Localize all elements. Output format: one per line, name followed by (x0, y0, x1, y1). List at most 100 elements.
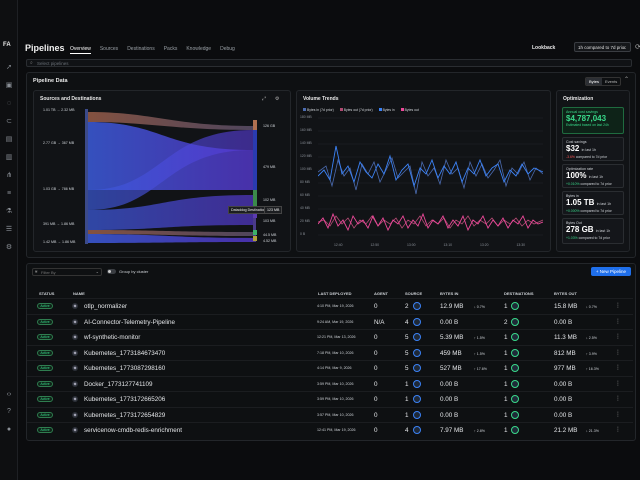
rocket-icon[interactable]: ➚ (6, 64, 12, 71)
legend-item[interactable]: Bytes out (7d prior) (340, 108, 373, 112)
pipeline-name[interactable]: Kubernetes_1773172654829 (84, 411, 166, 419)
pipeline-name[interactable]: Kubernetes_1773172665206 (84, 396, 166, 403)
pipeline-name[interactable]: Docker_1773127741109 (84, 380, 153, 388)
sankey-flow[interactable] (88, 130, 253, 210)
col-status[interactable]: STATUS (39, 291, 55, 296)
destination-icon[interactable] (511, 426, 519, 434)
table-row[interactable]: Active ◆ Kubernetes_1773087298160 4:14 P… (27, 360, 633, 375)
col-bytes-in[interactable]: BYTES IN (440, 291, 459, 296)
col-bytes-out[interactable]: BYTES OUT (554, 291, 577, 296)
toggle-events[interactable]: Events (605, 79, 618, 84)
row-menu-icon[interactable]: ⋮ (615, 380, 621, 387)
settings-icon[interactable]: ⚙ (275, 96, 280, 102)
help-icon[interactable]: ? (7, 407, 11, 415)
refresh-icon[interactable]: ⟳ (635, 44, 640, 51)
pipeline-name[interactable]: wf-synthetic-monitor (84, 334, 141, 341)
row-menu-icon[interactable]: ⋮ (615, 349, 621, 356)
gear-icon[interactable]: ⚙ (5, 244, 13, 251)
plug-icon[interactable]: ⊂ (6, 118, 12, 125)
tab-destinations[interactable]: Destinations (127, 46, 155, 52)
source-icon[interactable] (413, 426, 421, 434)
destination-icon[interactable] (511, 348, 519, 357)
source-icon[interactable] (413, 333, 421, 341)
table-row[interactable]: Active ◆ Kubernetes_1773172665206 3:59 P… (27, 391, 633, 406)
pipeline-name[interactable]: Kubernetes_1773184673470 (84, 349, 166, 357)
app-logo[interactable]: FA (3, 42, 11, 48)
destination-icon[interactable] (511, 364, 519, 372)
sankey-flow[interactable] (88, 195, 253, 230)
expand-code-icon[interactable]: ‹› (6, 390, 12, 398)
tab-packs[interactable]: Packs (163, 46, 178, 52)
destination-icon[interactable] (511, 302, 519, 310)
source-icon[interactable] (413, 410, 421, 419)
row-menu-icon[interactable]: ⋮ (615, 303, 621, 309)
code-icon[interactable]: ▤ (5, 136, 13, 143)
tab-overview[interactable]: Overview (70, 46, 91, 54)
source-icon[interactable] (413, 379, 421, 388)
col-destinations[interactable]: DESTINATIONS (504, 291, 534, 296)
row-menu-icon[interactable]: ⋮ (615, 427, 621, 433)
group-by-cluster-toggle[interactable] (107, 269, 116, 274)
y-tick-label: 60 MB (300, 193, 310, 197)
chart-icon[interactable]: ▥ (5, 154, 13, 161)
row-menu-icon[interactable]: ⋮ (615, 365, 621, 371)
destination-icon[interactable] (511, 379, 519, 388)
table-row[interactable]: Active ◆ Kubernetes_1773172654829 3:57 P… (27, 406, 633, 422)
table-row[interactable]: Active ◆ Kubernetes_1773184673470 7:18 P… (27, 344, 633, 360)
destination-icon[interactable] (511, 395, 519, 403)
tab-knowledge[interactable]: Knowledge (186, 46, 212, 52)
sankey-flow[interactable] (88, 112, 253, 130)
tab-debug[interactable]: Debug (220, 46, 235, 52)
cost-savings-value: $32 (566, 144, 580, 153)
source-icon[interactable] (413, 317, 421, 326)
table-row[interactable]: Active ◆ wf-synthetic-monitor 12:21 PM, … (27, 329, 633, 344)
table-row[interactable]: Active ◆ Docker_1773127741109 3:59 PM, M… (27, 375, 633, 391)
destination-icon[interactable] (511, 333, 519, 341)
pipeline-name[interactable]: AI-Connector-Telemetry-Pipeline (84, 318, 175, 326)
table-row[interactable]: Active ◆ otlp_normalizer 4:10 PM, Mar 19… (27, 298, 633, 313)
col-source[interactable]: SOURCE (405, 291, 423, 296)
table-row[interactable]: Active ◆ AI-Connector-Telemetry-Pipeline… (27, 313, 633, 329)
new-pipeline-button[interactable]: + New Pipeline (591, 267, 631, 276)
pipelines-icon[interactable]: ▣ (5, 82, 13, 89)
flask-icon[interactable]: ⚗ (5, 208, 13, 215)
legend-item[interactable]: Bytes in (379, 108, 395, 112)
avatar[interactable]: ● (6, 425, 12, 433)
bulb-icon[interactable]: ◌ (6, 99, 12, 107)
sankey-flow[interactable] (88, 230, 253, 236)
destination-icon[interactable] (511, 317, 519, 326)
list-icon[interactable]: ☰ (5, 226, 13, 233)
col-agent[interactable]: AGENT (374, 291, 388, 296)
bytes-out-value: 0.00 B (554, 396, 573, 403)
bytes-out-delta: ↓ 0.7% (586, 305, 597, 309)
source-icon[interactable] (413, 302, 421, 310)
row-menu-icon[interactable]: ⋮ (615, 318, 621, 325)
pipeline-name[interactable]: servicenow-cmdb-redis-enrichment (84, 427, 182, 434)
table-row[interactable]: Active ◆ servicenow-cmdb-redis-enrichmen… (27, 422, 633, 437)
row-menu-icon[interactable]: ⋮ (615, 334, 621, 340)
lookback-select[interactable]: 1h compared to 7d prior ⌄ (574, 42, 631, 52)
lookback-value: 1h compared to 7d prior (578, 45, 626, 50)
tab-sources[interactable]: Sources (99, 46, 119, 52)
legend-item[interactable]: Bytes in (7d prior) (303, 108, 334, 112)
route-icon[interactable]: ⋔ (6, 172, 12, 179)
row-menu-icon[interactable]: ⋮ (615, 411, 621, 418)
expand-icon[interactable]: ⤢ (262, 96, 267, 102)
sankey-flow[interactable] (88, 234, 253, 243)
collapse-icon[interactable]: ⌃ (624, 77, 630, 83)
source-icon[interactable] (413, 348, 421, 357)
filter-icon[interactable]: ≡ (6, 189, 12, 197)
row-menu-icon[interactable]: ⋮ (615, 396, 621, 402)
pipeline-search-input[interactable]: ⌕ Select pipelines (26, 59, 632, 67)
pipeline-name[interactable]: otlp_normalizer (84, 303, 128, 310)
source-icon[interactable] (413, 364, 421, 372)
pipeline-name[interactable]: Kubernetes_1773087298160 (84, 365, 166, 372)
destination-icon[interactable] (511, 410, 519, 419)
col-last-deployed[interactable]: LAST DEPLOYED (318, 291, 352, 296)
col-name[interactable]: NAME (73, 291, 85, 296)
filter-by-select[interactable]: ⩸ Filter By ⌄ (32, 268, 102, 276)
legend-item[interactable]: Bytes out (401, 108, 419, 112)
toggle-bytes[interactable]: Bytes (586, 78, 603, 85)
last-deployed: 3:59 PM, Mar 10, 2026 (317, 381, 354, 386)
source-icon[interactable] (413, 395, 421, 403)
